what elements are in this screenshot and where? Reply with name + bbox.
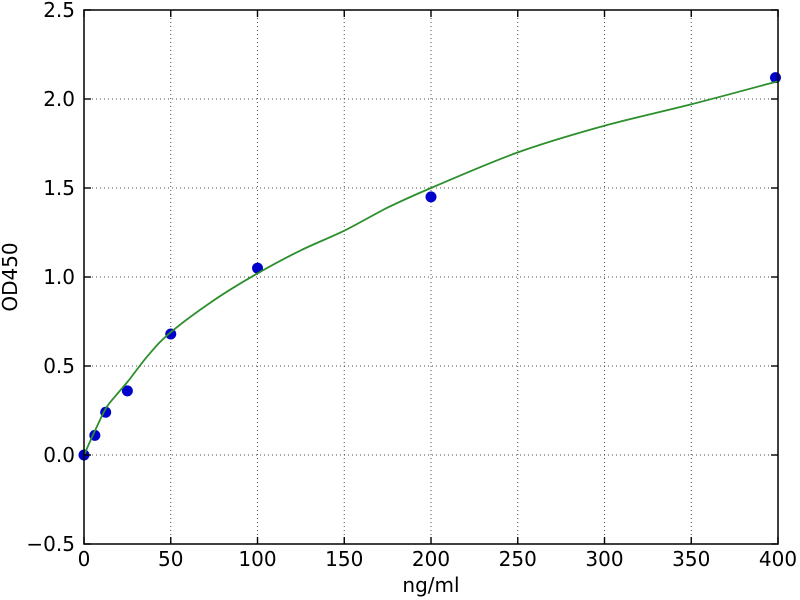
y-tick-label: −0.5 [26,532,75,556]
x-tick-label: 150 [325,547,363,571]
x-tick-label: 200 [412,547,450,571]
x-tick-label: 300 [585,547,623,571]
x-tick-label: 400 [759,547,797,571]
y-tick-label: 1.0 [43,265,75,289]
grid-layer [83,9,779,545]
x-axis-label: ng/ml [402,573,459,597]
x-tick-label: 0 [78,547,91,571]
y-axis-label: OD450 [0,242,22,311]
y-tick-label: 2.0 [43,87,75,111]
x-tick-label: 50 [158,547,183,571]
x-tick-label: 350 [672,547,710,571]
fit-curve [84,80,778,456]
series-layer [78,72,781,461]
y-tick-label: 2.5 [43,0,75,22]
x-tick-label: 250 [499,547,537,571]
y-tick-label: 0.0 [43,443,75,467]
data-point [165,328,177,340]
data-point [425,191,437,203]
y-tick-label: 1.5 [43,176,75,200]
data-point [121,385,133,397]
axes-layer: 0 50 100 150 200 250 300 350 400 −0.5 0.0 0.5 1.0 1.5… [26,0,797,571]
x-tick-label: 100 [238,547,276,571]
y-tick-label: 0.5 [43,354,75,378]
